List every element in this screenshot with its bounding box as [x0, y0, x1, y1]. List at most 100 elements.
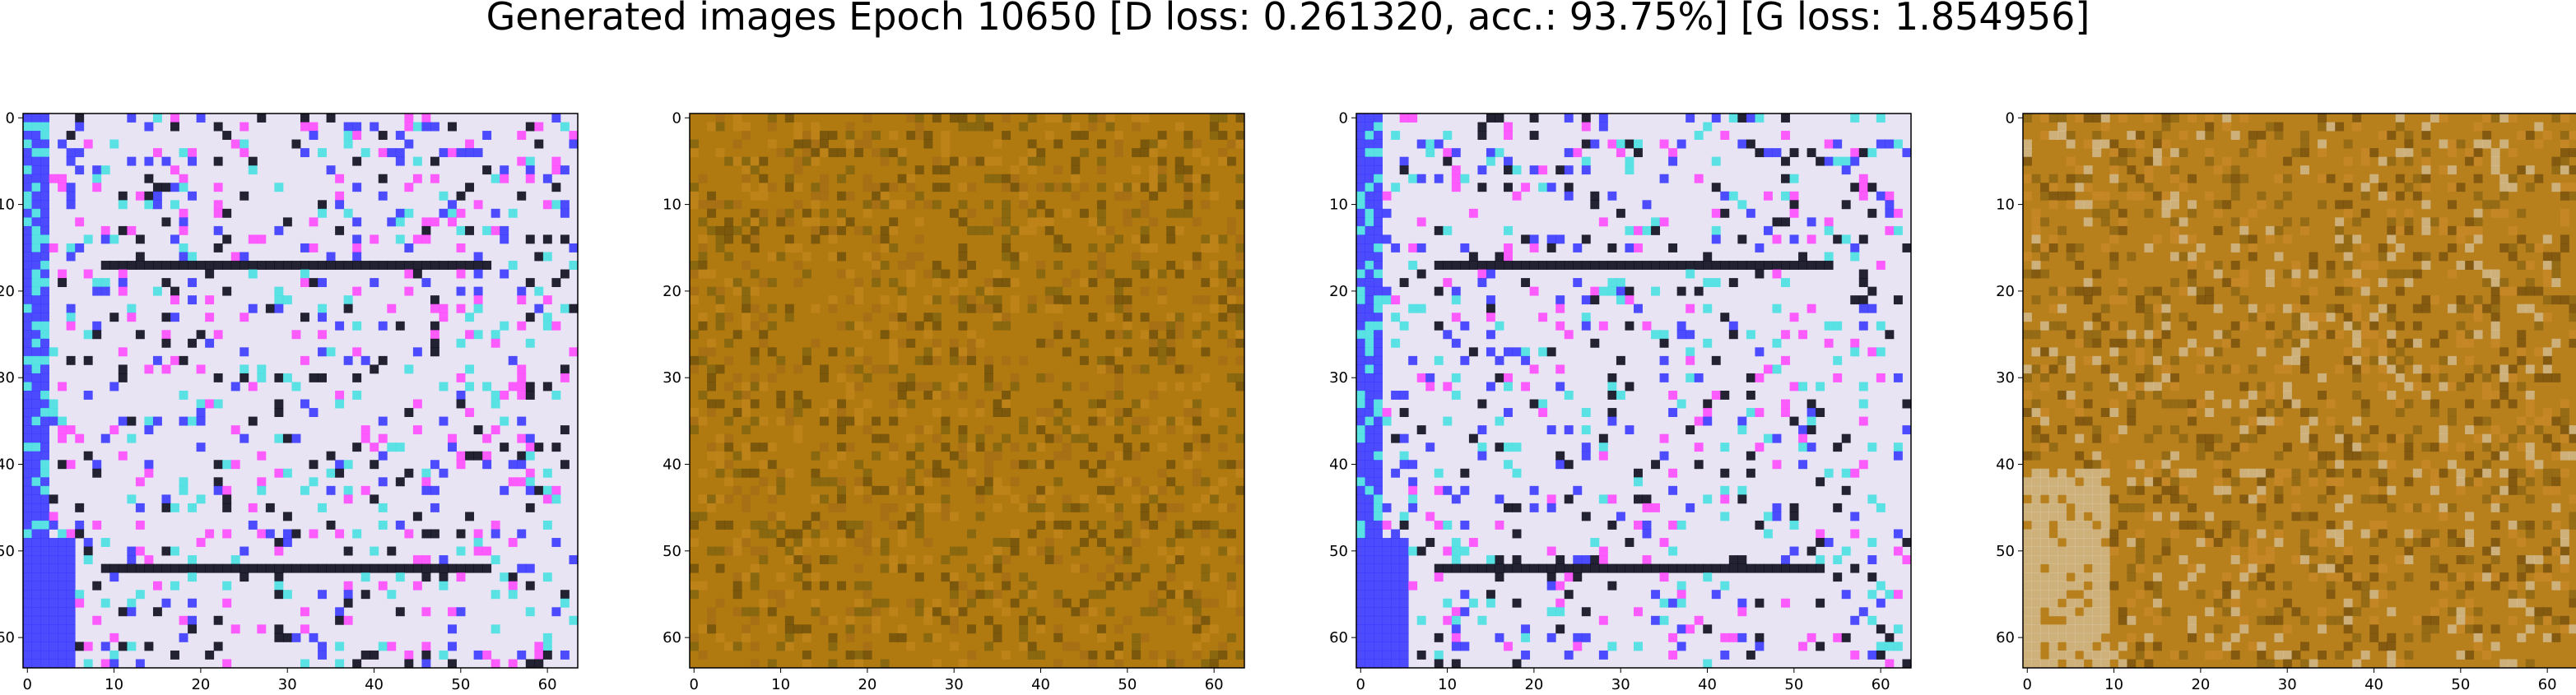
pixel — [1781, 278, 1790, 288]
pixel — [2291, 321, 2301, 331]
pixel — [542, 468, 552, 478]
pixel — [854, 485, 864, 495]
pixel — [49, 512, 58, 521]
pixel — [1625, 165, 1634, 175]
pixel — [127, 607, 137, 617]
pixel — [1590, 563, 1600, 573]
pixel — [1720, 261, 1730, 270]
pixel — [465, 451, 475, 461]
pixel — [1356, 520, 1365, 530]
pixel — [2109, 225, 2119, 235]
pixel — [326, 114, 336, 123]
pixel — [949, 642, 959, 651]
pixel — [1174, 659, 1184, 669]
pixel — [1676, 642, 1686, 651]
axes-frame — [689, 113, 1245, 669]
pixel — [2499, 183, 2509, 192]
pixel — [421, 485, 431, 495]
pixel — [845, 416, 855, 426]
pixel — [1382, 563, 1392, 573]
pixel — [1504, 642, 1513, 651]
y-tick-label: 20 — [663, 283, 681, 300]
pixel — [2031, 261, 2041, 270]
pixel — [23, 156, 32, 166]
pixel — [1590, 338, 1600, 348]
pixel — [1019, 156, 1029, 166]
pixel — [1201, 529, 1211, 539]
pixel — [2542, 347, 2552, 357]
pixel — [1088, 261, 1098, 270]
pixel — [1218, 546, 1228, 556]
pixel — [1027, 607, 1037, 617]
pixel — [889, 416, 899, 426]
pixel — [31, 313, 41, 322]
pixel — [854, 650, 864, 660]
pixel — [2560, 295, 2569, 305]
pixel — [1174, 165, 1184, 175]
pixel — [1096, 624, 1106, 634]
pixel — [335, 391, 345, 400]
pixel — [1841, 546, 1851, 556]
pixel — [1893, 442, 1903, 452]
pixel — [2161, 460, 2171, 470]
pixel — [144, 191, 154, 201]
pixel — [1226, 156, 1236, 166]
pixel — [2265, 330, 2275, 340]
pixel — [1036, 460, 1046, 470]
pixel — [759, 174, 769, 183]
pixel — [742, 624, 751, 634]
pixel — [2040, 252, 2049, 262]
pixel — [2118, 208, 2127, 218]
pixel — [1616, 355, 1625, 365]
pixel — [2031, 408, 2041, 417]
pixel — [2343, 252, 2353, 262]
pixel — [1044, 433, 1054, 443]
pixel — [1365, 278, 1374, 288]
pixel — [2534, 313, 2544, 322]
pixel — [2499, 208, 2509, 218]
pixel — [2395, 114, 2405, 123]
pixel — [135, 477, 145, 487]
pixel — [2222, 114, 2232, 123]
pixel — [2378, 477, 2388, 487]
pixel — [949, 624, 959, 634]
pixel — [828, 225, 838, 235]
pixel — [2343, 546, 2353, 556]
pixel — [2152, 590, 2162, 600]
pixel — [2274, 520, 2284, 530]
pixel — [2525, 243, 2535, 253]
pixel — [1071, 269, 1081, 279]
pixel — [66, 642, 76, 651]
pixel — [863, 355, 872, 365]
pixel — [2066, 139, 2076, 149]
pixel — [2257, 477, 2267, 487]
pixel — [58, 555, 67, 565]
pixel — [2040, 572, 2049, 582]
pixel — [1486, 261, 1495, 270]
pixel — [1676, 330, 1686, 340]
pixel — [1123, 529, 1132, 539]
pixel — [1737, 114, 1747, 123]
pixel — [863, 200, 872, 210]
pixel — [2542, 607, 2552, 617]
pixel — [430, 122, 439, 132]
pixel — [845, 382, 855, 392]
pixel — [196, 563, 206, 573]
pixel — [239, 347, 249, 357]
pixel — [872, 148, 881, 158]
pixel — [2335, 468, 2345, 478]
pixel — [2369, 590, 2379, 600]
pixel — [1036, 442, 1046, 452]
pixel — [2542, 278, 2552, 288]
pixel — [2499, 382, 2509, 392]
pixel — [1529, 485, 1539, 495]
pixel — [2083, 321, 2093, 331]
pixel — [802, 208, 811, 218]
pixel — [2127, 416, 2137, 426]
pixel — [1096, 494, 1106, 504]
pixel — [1105, 243, 1115, 253]
pixel — [2031, 538, 2041, 547]
pixel — [2188, 338, 2197, 348]
pixel — [491, 174, 500, 183]
pixel — [707, 191, 716, 201]
